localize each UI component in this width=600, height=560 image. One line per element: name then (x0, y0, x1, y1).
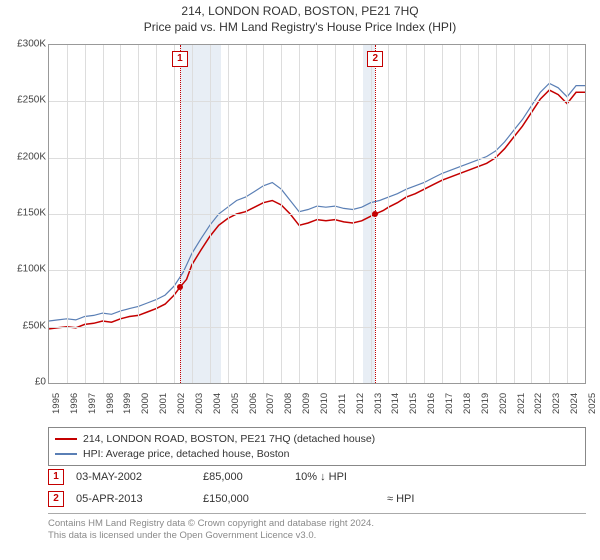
x-axis-tick-label: 1996 (69, 384, 80, 414)
gridline-v (156, 45, 157, 383)
x-axis-tick-label: 2000 (140, 384, 151, 414)
x-axis-tick-label: 2009 (301, 384, 312, 414)
gridline-v (549, 45, 550, 383)
sale-price: £85,000 (203, 471, 283, 483)
y-axis-tick-label: £100K (4, 264, 46, 275)
gridline-v (478, 45, 479, 383)
gridline-v (174, 45, 175, 383)
x-axis-tick-label: 1998 (105, 384, 116, 414)
x-axis-tick-label: 2016 (426, 384, 437, 414)
gridline-v (281, 45, 282, 383)
x-axis-tick-label: 2021 (516, 384, 527, 414)
x-axis-tick-label: 2006 (248, 384, 259, 414)
legend-swatch (55, 453, 77, 455)
x-axis-tick-label: 2012 (355, 384, 366, 414)
gridline-v (85, 45, 86, 383)
attribution-footer: Contains HM Land Registry data © Crown c… (48, 513, 586, 543)
x-axis-tick-label: 2013 (373, 384, 384, 414)
gridline-v (531, 45, 532, 383)
legend-item: 214, LONDON ROAD, BOSTON, PE21 7HQ (deta… (55, 432, 579, 447)
chart-title: 214, LONDON ROAD, BOSTON, PE21 7HQ (0, 0, 600, 20)
gridline-v (406, 45, 407, 383)
x-axis-tick-label: 2001 (158, 384, 169, 414)
legend-item: HPI: Average price, detached house, Bost… (55, 447, 579, 462)
table-row: 2 05-APR-2013 £150,000 ≈ HPI (48, 488, 586, 510)
x-axis-tick-label: 1995 (51, 384, 62, 414)
x-axis-tick-label: 2024 (569, 384, 580, 414)
sale-date: 05-APR-2013 (76, 493, 191, 505)
legend-swatch (55, 438, 77, 440)
gridline-v (353, 45, 354, 383)
x-axis-tick-label: 2018 (462, 384, 473, 414)
x-axis-tick-label: 1997 (87, 384, 98, 414)
legend: 214, LONDON ROAD, BOSTON, PE21 7HQ (deta… (48, 427, 586, 466)
x-axis-tick-label: 2002 (176, 384, 187, 414)
sale-price: £150,000 (203, 493, 283, 505)
x-axis-tick-label: 2020 (498, 384, 509, 414)
x-axis-tick-label: 2025 (587, 384, 598, 414)
gridline-v (120, 45, 121, 383)
gridline-v (567, 45, 568, 383)
chart-container: 214, LONDON ROAD, BOSTON, PE21 7HQ Price… (0, 0, 600, 560)
sales-table: 1 03-MAY-2002 £85,000 10% ↓ HPI 2 05-APR… (48, 466, 586, 510)
gridline-v (210, 45, 211, 383)
sale-dot (372, 211, 378, 217)
gridline-v (335, 45, 336, 383)
y-axis-tick-label: £50K (4, 320, 46, 331)
y-axis-tick-label: £200K (4, 151, 46, 162)
sale-marker-box: 2 (48, 491, 64, 507)
sale-date: 03-MAY-2002 (76, 471, 191, 483)
gridline-v (299, 45, 300, 383)
x-axis-tick-label: 2004 (212, 384, 223, 414)
legend-label: HPI: Average price, detached house, Bost… (83, 447, 289, 462)
gridline-v (388, 45, 389, 383)
x-axis-tick-label: 1999 (122, 384, 133, 414)
sale-approx: ≈ HPI (387, 493, 414, 505)
gridline-v (246, 45, 247, 383)
chart-subtitle: Price paid vs. HM Land Registry's House … (0, 20, 600, 38)
gridline-v (424, 45, 425, 383)
x-axis-tick-label: 2011 (337, 384, 348, 414)
sale-diff: 10% ↓ HPI (295, 471, 375, 483)
x-axis-tick-label: 2007 (265, 384, 276, 414)
gridline-v (514, 45, 515, 383)
gridline-v (496, 45, 497, 383)
x-axis-tick-label: 2010 (319, 384, 330, 414)
y-axis-tick-label: £0 (4, 377, 46, 388)
gridline-v (442, 45, 443, 383)
table-row: 1 03-MAY-2002 £85,000 10% ↓ HPI (48, 466, 586, 488)
sale-dot (177, 284, 183, 290)
gridline-v (263, 45, 264, 383)
legend-label: 214, LONDON ROAD, BOSTON, PE21 7HQ (deta… (83, 432, 375, 447)
footer-line: Contains HM Land Registry data © Crown c… (48, 518, 586, 530)
gridline-v (228, 45, 229, 383)
gridline-v (192, 45, 193, 383)
y-axis-tick-label: £300K (4, 39, 46, 50)
gridline-v (460, 45, 461, 383)
sale-marker-box: 1 (48, 469, 64, 485)
x-axis-tick-label: 2005 (230, 384, 241, 414)
x-axis-tick-label: 2003 (194, 384, 205, 414)
x-axis-tick-label: 2023 (551, 384, 562, 414)
sale-event-vline (180, 45, 181, 383)
gridline-v (67, 45, 68, 383)
y-axis-tick-label: £250K (4, 95, 46, 106)
x-axis-tick-label: 2015 (408, 384, 419, 414)
x-axis-tick-label: 2014 (390, 384, 401, 414)
plot-area: 12 (48, 44, 586, 384)
x-axis-tick-label: 2008 (283, 384, 294, 414)
x-axis-tick-label: 2017 (444, 384, 455, 414)
sale-event-marker: 2 (367, 51, 383, 67)
gridline-v (103, 45, 104, 383)
x-axis-tick-label: 2022 (533, 384, 544, 414)
footer-line: This data is licensed under the Open Gov… (48, 530, 586, 542)
gridline-v (138, 45, 139, 383)
y-axis-tick-label: £150K (4, 208, 46, 219)
gridline-v (317, 45, 318, 383)
x-axis-tick-label: 2019 (480, 384, 491, 414)
sale-event-marker: 1 (172, 51, 188, 67)
